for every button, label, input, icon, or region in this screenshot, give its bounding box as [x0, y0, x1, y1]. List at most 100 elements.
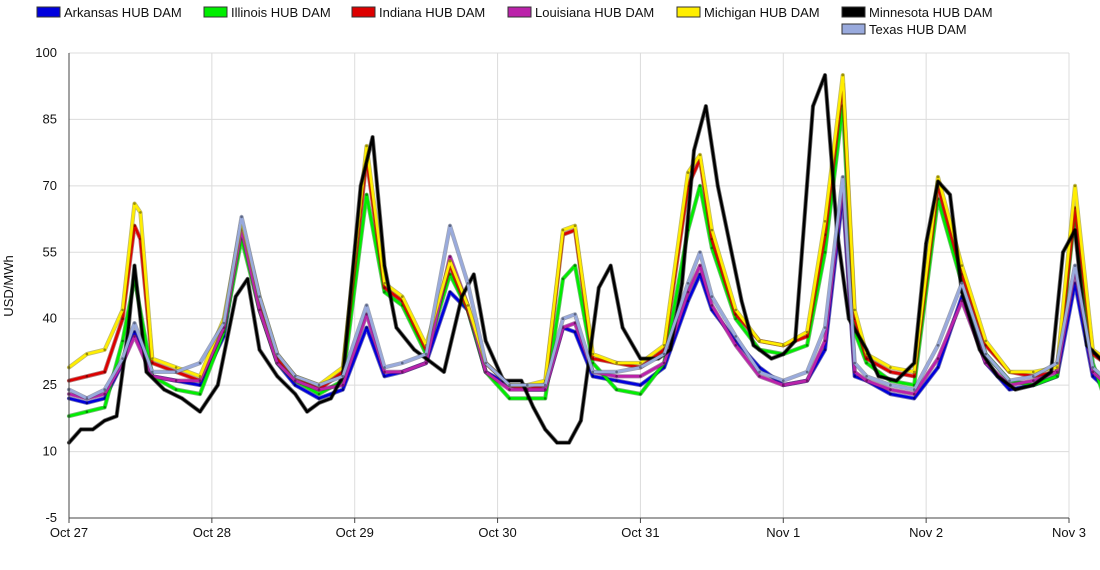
y-tick-label: 40	[43, 311, 57, 326]
legend-item[interactable]: Arkansas HUB DAM	[36, 5, 182, 20]
data-point	[692, 149, 696, 152]
legend-item[interactable]: Texas HUB DAM	[841, 22, 967, 37]
data-point	[615, 388, 618, 391]
data-point	[639, 357, 642, 360]
data-point	[293, 392, 297, 396]
data-point	[912, 361, 916, 365]
data-point	[579, 419, 583, 422]
data-point	[591, 352, 595, 356]
data-point	[853, 361, 856, 365]
data-point	[847, 317, 851, 321]
data-point	[936, 366, 940, 369]
data-point	[936, 175, 940, 179]
data-point	[615, 370, 618, 374]
data-point	[823, 220, 827, 223]
data-point	[686, 282, 690, 285]
data-point	[448, 290, 452, 294]
data-point	[1008, 388, 1011, 391]
legend-label: Texas HUB DAM	[869, 22, 967, 37]
data-point	[121, 339, 124, 343]
data-point	[865, 361, 868, 365]
data-point	[823, 348, 827, 352]
legend-item[interactable]: Louisiana HUB DAM	[507, 5, 654, 20]
data-point	[865, 379, 868, 383]
data-point	[133, 202, 136, 205]
data-point	[895, 379, 898, 383]
data-point	[936, 180, 940, 183]
y-axis-label: USD/MWh	[1, 255, 16, 316]
legend-swatch	[351, 6, 376, 18]
data-point	[591, 357, 595, 360]
legend-swatch	[841, 23, 866, 35]
data-point	[1032, 379, 1035, 383]
data-point	[704, 104, 708, 108]
data-point	[889, 392, 892, 396]
x-tick-label: Oct 27	[50, 525, 88, 540]
data-point	[543, 388, 547, 391]
data-point	[317, 388, 321, 391]
data-point	[526, 383, 529, 387]
grid	[68, 52, 1070, 519]
data-point	[805, 379, 809, 383]
data-point	[740, 299, 743, 303]
data-point	[912, 397, 916, 400]
legend-label: Illinois HUB DAM	[231, 5, 331, 20]
axes: -5 10 25 40 55 70 85 100 Oct 27 Oct 28 Oct 29 Oct 3…	[35, 45, 1086, 540]
data-point	[222, 321, 226, 325]
data-point	[912, 370, 916, 374]
data-point	[865, 375, 868, 378]
data-point	[948, 193, 952, 196]
data-point	[996, 375, 999, 378]
data-point	[853, 308, 856, 312]
legend-label: Indiana HUB DAM	[379, 5, 485, 20]
data-point	[853, 370, 856, 374]
data-point	[180, 397, 184, 400]
data-point	[198, 379, 202, 383]
data-point	[877, 375, 880, 378]
legend-item[interactable]: Minnesota HUB DAM	[841, 5, 993, 20]
data-point	[710, 304, 714, 307]
data-point	[103, 419, 106, 422]
data-point	[174, 366, 178, 369]
data-point	[782, 379, 785, 383]
series-louisiana-hub-dam	[66, 183, 1100, 401]
data-point	[103, 388, 106, 391]
data-point	[1073, 264, 1077, 267]
data-point	[865, 357, 868, 360]
data-point	[448, 255, 452, 258]
y-tick-label: 25	[43, 377, 57, 392]
data-point	[133, 321, 136, 325]
data-point	[1055, 361, 1059, 365]
y-tick-label: 10	[43, 444, 57, 459]
data-point	[543, 428, 547, 431]
data-point	[805, 370, 809, 374]
data-point	[317, 401, 321, 405]
data-point	[686, 171, 690, 174]
data-point	[341, 383, 345, 387]
data-point	[258, 348, 261, 352]
data-point	[734, 335, 737, 338]
data-point	[472, 273, 476, 276]
data-point	[276, 375, 279, 378]
data-point	[752, 344, 755, 347]
legend-swatch	[676, 6, 701, 18]
data-point	[448, 224, 452, 227]
data-point	[639, 375, 642, 378]
data-point	[293, 379, 297, 383]
legend-item[interactable]: Indiana HUB DAM	[351, 5, 485, 20]
data-point	[793, 339, 797, 343]
data-point	[293, 383, 297, 387]
data-point	[103, 348, 106, 352]
legend-item[interactable]: Illinois HUB DAM	[203, 5, 331, 20]
data-point	[383, 282, 386, 285]
legend-item[interactable]: Michigan HUB DAM	[676, 5, 820, 20]
data-point	[960, 282, 964, 285]
data-point	[716, 184, 720, 188]
data-point	[912, 392, 916, 396]
data-point	[115, 414, 118, 418]
data-point	[662, 352, 666, 356]
data-point	[85, 397, 89, 400]
data-point	[329, 397, 333, 400]
